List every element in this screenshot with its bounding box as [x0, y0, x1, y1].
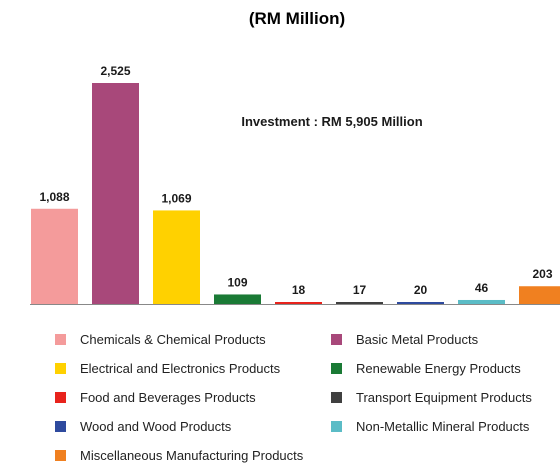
bar-5: [275, 302, 322, 304]
value-label-1: 1,088: [39, 190, 69, 204]
bar-8: [458, 299, 505, 304]
bar-9: [519, 286, 560, 304]
chart-title: (RM Million): [249, 9, 345, 28]
value-label-7: 20: [414, 283, 428, 297]
value-label-5: 18: [292, 283, 306, 297]
value-label-2: 2,525: [100, 64, 130, 78]
value-label-9: 203: [532, 267, 552, 281]
bar-6: [336, 302, 383, 304]
bar-2: [92, 83, 139, 304]
bar-3: [153, 210, 200, 304]
value-label-6: 17: [353, 283, 367, 297]
bar-7: [397, 302, 444, 304]
investment-annotation: Investment : RM 5,905 Million: [241, 114, 422, 129]
bar-4: [214, 294, 261, 304]
value-label-3: 1,069: [161, 191, 191, 205]
value-label-8: 46: [475, 281, 489, 295]
value-label-4: 109: [227, 275, 247, 289]
bar-1: [31, 208, 78, 304]
